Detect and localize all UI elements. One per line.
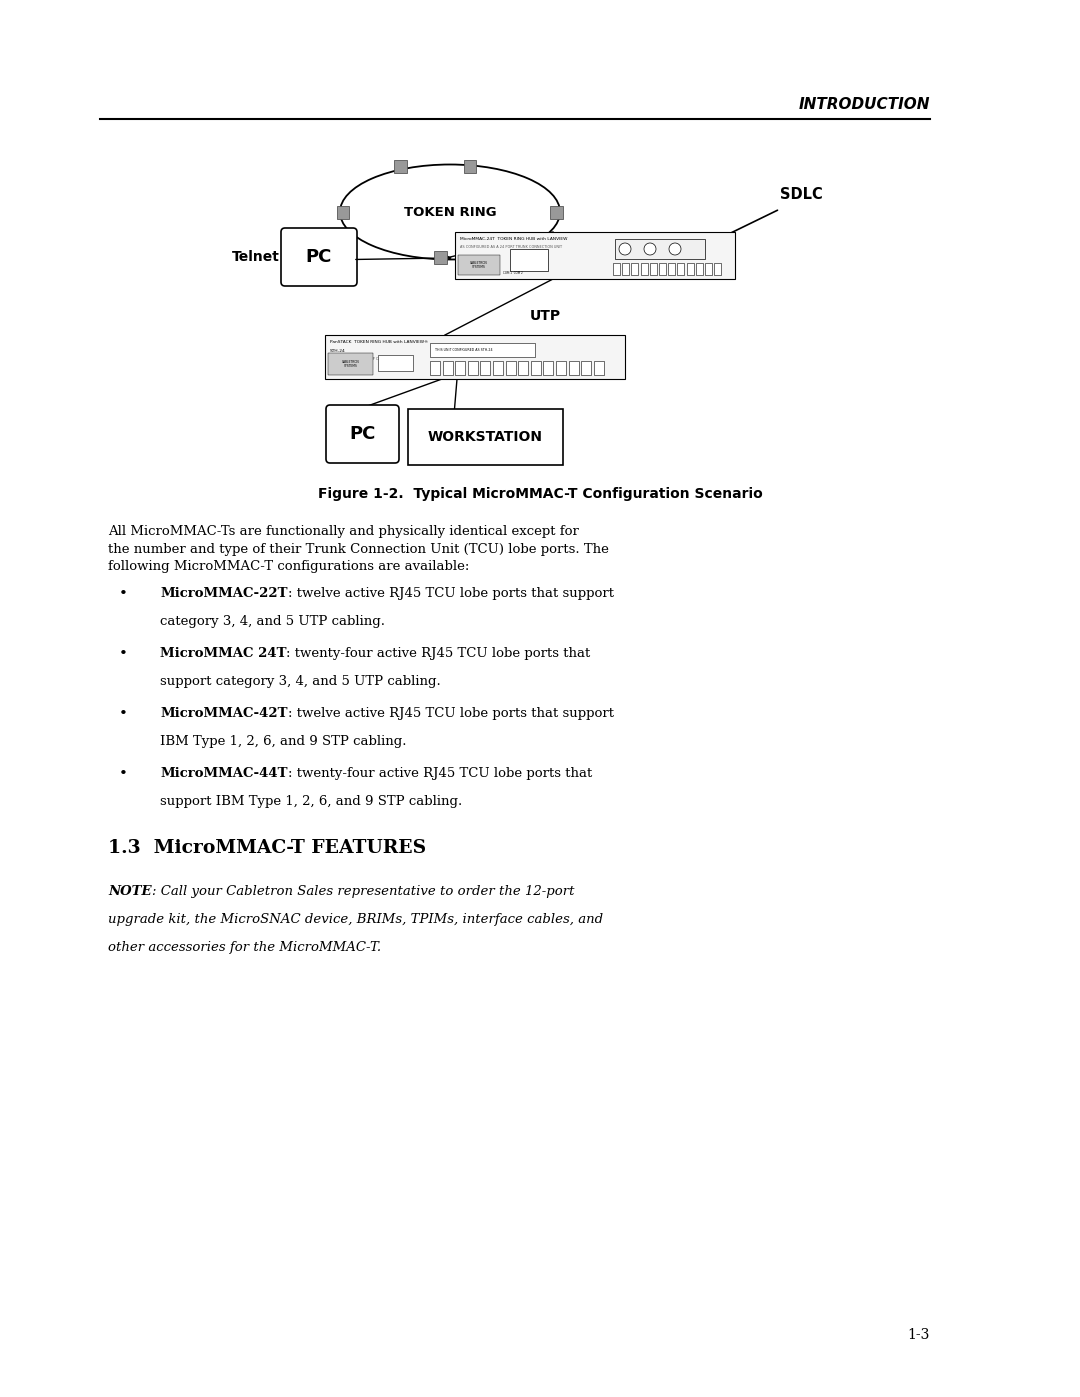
- Text: CABLETRON
SYSTEMS: CABLETRON SYSTEMS: [470, 261, 488, 270]
- FancyBboxPatch shape: [463, 161, 476, 173]
- FancyBboxPatch shape: [581, 360, 591, 374]
- Text: : twelve active RJ45 TCU lobe ports that support: : twelve active RJ45 TCU lobe ports that…: [287, 707, 613, 719]
- FancyBboxPatch shape: [632, 263, 638, 275]
- FancyBboxPatch shape: [443, 360, 453, 374]
- Text: upgrade kit, the MicroSNAC device, BRIMs, TPIMs, interface cables, and: upgrade kit, the MicroSNAC device, BRIMs…: [108, 914, 603, 926]
- Text: MicroMMAC-44T: MicroMMAC-44T: [160, 767, 287, 780]
- FancyBboxPatch shape: [337, 205, 350, 218]
- Text: •: •: [119, 707, 127, 721]
- Text: STH-24: STH-24: [330, 349, 346, 353]
- Text: other accessories for the MicroMMAC-T.: other accessories for the MicroMMAC-T.: [108, 942, 381, 954]
- Text: Figure 1-2.  Typical MicroMMAC-T Configuration Scenario: Figure 1-2. Typical MicroMMAC-T Configur…: [318, 488, 762, 502]
- Text: All MicroMMAC-Ts are functionally and physically identical except for
the number: All MicroMMAC-Ts are functionally and ph…: [108, 525, 609, 573]
- FancyBboxPatch shape: [556, 360, 566, 374]
- Text: UTP: UTP: [529, 309, 561, 323]
- Circle shape: [619, 243, 631, 256]
- Text: PC: PC: [349, 425, 376, 443]
- Text: TOKEN RING: TOKEN RING: [404, 205, 497, 218]
- Text: MicroMMAC-22T: MicroMMAC-22T: [160, 587, 287, 599]
- Text: MicroMMAC-24T  TOKEN RING HUB with LANVIEW: MicroMMAC-24T TOKEN RING HUB with LANVIE…: [460, 237, 567, 242]
- FancyBboxPatch shape: [393, 161, 406, 173]
- Text: 1-3: 1-3: [907, 1329, 930, 1343]
- FancyBboxPatch shape: [518, 360, 528, 374]
- Text: category 3, 4, and 5 UTP cabling.: category 3, 4, and 5 UTP cabling.: [160, 615, 384, 629]
- FancyBboxPatch shape: [613, 263, 620, 275]
- FancyBboxPatch shape: [705, 263, 712, 275]
- Text: COM 1  COM 2: COM 1 COM 2: [503, 271, 523, 275]
- Text: MicroMMAC 24T: MicroMMAC 24T: [160, 647, 286, 659]
- Text: Telnet: Telnet: [232, 250, 280, 264]
- Text: : Call your Cabletron Sales representative to order the 12-port: : Call your Cabletron Sales representati…: [151, 886, 575, 898]
- FancyBboxPatch shape: [468, 360, 477, 374]
- FancyBboxPatch shape: [568, 360, 579, 374]
- FancyBboxPatch shape: [659, 263, 666, 275]
- FancyBboxPatch shape: [687, 263, 693, 275]
- FancyBboxPatch shape: [430, 360, 440, 374]
- FancyBboxPatch shape: [458, 256, 500, 275]
- FancyBboxPatch shape: [455, 360, 465, 374]
- Text: : twelve active RJ45 TCU lobe ports that support: : twelve active RJ45 TCU lobe ports that…: [287, 587, 613, 599]
- FancyBboxPatch shape: [696, 263, 703, 275]
- Text: CABLETRON
SYSTEMS: CABLETRON SYSTEMS: [341, 359, 360, 369]
- FancyBboxPatch shape: [551, 205, 564, 218]
- FancyBboxPatch shape: [492, 360, 503, 374]
- Text: INTRODUCTION: INTRODUCTION: [798, 96, 930, 112]
- Text: support category 3, 4, and 5 UTP cabling.: support category 3, 4, and 5 UTP cabling…: [160, 675, 441, 687]
- FancyBboxPatch shape: [433, 251, 446, 264]
- FancyBboxPatch shape: [650, 263, 657, 275]
- FancyBboxPatch shape: [594, 360, 604, 374]
- FancyBboxPatch shape: [510, 249, 548, 271]
- FancyBboxPatch shape: [481, 360, 490, 374]
- Text: NOTE: NOTE: [108, 886, 151, 898]
- FancyBboxPatch shape: [325, 335, 625, 379]
- FancyBboxPatch shape: [378, 355, 413, 372]
- FancyBboxPatch shape: [677, 263, 685, 275]
- Text: IBM Type 1, 2, 6, and 9 STP cabling.: IBM Type 1, 2, 6, and 9 STP cabling.: [160, 735, 406, 747]
- FancyBboxPatch shape: [408, 409, 563, 465]
- Text: support IBM Type 1, 2, 6, and 9 STP cabling.: support IBM Type 1, 2, 6, and 9 STP cabl…: [160, 795, 462, 807]
- FancyBboxPatch shape: [326, 405, 399, 462]
- FancyBboxPatch shape: [530, 360, 541, 374]
- FancyBboxPatch shape: [505, 360, 515, 374]
- FancyBboxPatch shape: [328, 353, 373, 374]
- Text: AS CONFIGURED AS A 24 PORT TRUNK CONNECTION UNIT: AS CONFIGURED AS A 24 PORT TRUNK CONNECT…: [460, 244, 562, 249]
- FancyBboxPatch shape: [640, 263, 648, 275]
- Text: PanSTACK  TOKEN RING HUB with LANVIEW®: PanSTACK TOKEN RING HUB with LANVIEW®: [330, 339, 429, 344]
- Text: •: •: [119, 647, 127, 661]
- FancyBboxPatch shape: [714, 263, 721, 275]
- Text: •: •: [119, 767, 127, 781]
- FancyBboxPatch shape: [669, 263, 675, 275]
- Text: MicroMMAC-42T: MicroMMAC-42T: [160, 707, 287, 719]
- FancyBboxPatch shape: [543, 360, 553, 374]
- Text: SDLC: SDLC: [780, 187, 823, 203]
- Circle shape: [669, 243, 681, 256]
- Circle shape: [644, 243, 656, 256]
- FancyBboxPatch shape: [622, 263, 630, 275]
- FancyBboxPatch shape: [455, 232, 735, 279]
- Text: : twenty-four active RJ45 TCU lobe ports that: : twenty-four active RJ45 TCU lobe ports…: [286, 647, 591, 659]
- Text: 1.3  MicroMMAC-T FEATURES: 1.3 MicroMMAC-T FEATURES: [108, 840, 427, 856]
- Text: SUPPORTING 24 SMA UTP CABLE: SUPPORTING 24 SMA UTP CABLE: [330, 358, 388, 360]
- FancyBboxPatch shape: [430, 344, 535, 358]
- Text: PC: PC: [306, 249, 333, 265]
- Text: THIS UNIT CONFIGURED AS STH-24: THIS UNIT CONFIGURED AS STH-24: [435, 348, 492, 352]
- Text: : twenty-four active RJ45 TCU lobe ports that: : twenty-four active RJ45 TCU lobe ports…: [287, 767, 592, 780]
- Text: •: •: [119, 587, 127, 601]
- FancyBboxPatch shape: [281, 228, 357, 286]
- FancyBboxPatch shape: [615, 239, 705, 258]
- Text: WORKSTATION: WORKSTATION: [428, 430, 543, 444]
